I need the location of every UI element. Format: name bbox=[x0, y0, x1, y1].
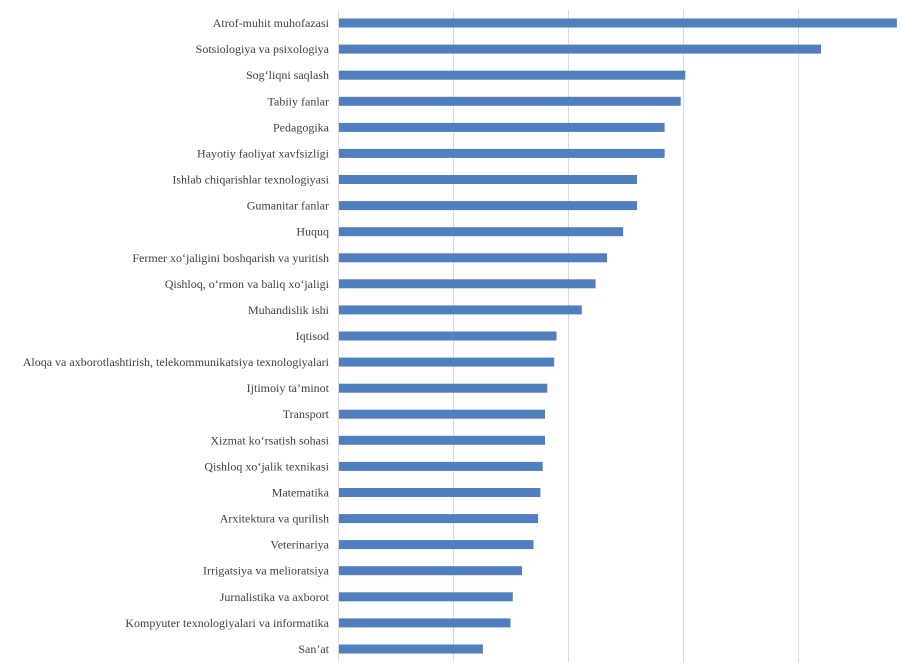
category-label: Arxitektura va qurilish bbox=[220, 512, 329, 526]
category-label: Iqtisod bbox=[296, 329, 329, 343]
category-label: Kompyuter texnologiyalari va informatika bbox=[125, 616, 329, 630]
category-labels: Atrof-muhit muhofazasi Sotsiologiya va ps… bbox=[23, 16, 330, 656]
category-label: Ijtimoiy ta’minot bbox=[247, 381, 330, 395]
bar bbox=[339, 253, 608, 263]
gridlines bbox=[338, 10, 799, 662]
category-label: Ishlab chiqarishlar texnologiyasi bbox=[172, 173, 329, 187]
bar bbox=[339, 540, 534, 550]
bar bbox=[339, 357, 555, 367]
bar bbox=[339, 409, 545, 419]
bar bbox=[339, 18, 897, 28]
category-label: Pedagogika bbox=[273, 120, 330, 134]
bar bbox=[339, 44, 821, 54]
bar bbox=[339, 488, 541, 497]
category-label: Sotsiologiya va psixologiya bbox=[196, 42, 330, 56]
bar bbox=[339, 644, 483, 654]
category-label: Jurnalistika va axborot bbox=[220, 590, 330, 604]
category-label: Muhandislik ishi bbox=[248, 303, 330, 317]
bar bbox=[339, 70, 686, 80]
bar bbox=[339, 122, 665, 132]
category-label: Sog‘liqni saqlash bbox=[246, 68, 329, 82]
category-label: Veterinariya bbox=[270, 538, 329, 552]
category-label: Xizmat ko‘rsatish sohasi bbox=[210, 433, 329, 447]
bar bbox=[339, 305, 582, 315]
bar bbox=[339, 148, 665, 158]
category-label: San’at bbox=[298, 642, 329, 656]
category-label: Matematika bbox=[272, 486, 330, 500]
bar bbox=[339, 618, 511, 628]
bar bbox=[339, 461, 543, 471]
bars bbox=[339, 18, 897, 654]
bar bbox=[339, 514, 539, 524]
category-label: Qishloq, o‘rmon va baliq xo‘jaligi bbox=[165, 277, 330, 291]
bar bbox=[339, 175, 637, 184]
category-label: Fermer xo‘jaligini boshqarish va yuritis… bbox=[132, 251, 329, 265]
category-label: Aloqa va axborotlashtirish, telekommunik… bbox=[23, 355, 330, 369]
bar bbox=[339, 331, 557, 341]
bar bbox=[339, 279, 596, 289]
category-label: Tabiiy fanlar bbox=[268, 94, 329, 108]
category-label: Transport bbox=[283, 407, 330, 421]
category-label: Hayotiy faoliyat xavfsizligi bbox=[197, 146, 330, 160]
category-label: Huquq bbox=[296, 225, 329, 239]
category-label: Gumanitar fanlar bbox=[247, 199, 329, 213]
category-label: Irrigatsiya va melioratsiya bbox=[203, 564, 330, 578]
category-label: Qishloq xo‘jalik texnikasi bbox=[204, 459, 329, 473]
bar bbox=[339, 566, 522, 576]
bar bbox=[339, 592, 513, 602]
bar bbox=[339, 383, 548, 393]
bar bbox=[339, 227, 624, 237]
bar bbox=[339, 435, 545, 445]
category-label: Atrof-muhit muhofazasi bbox=[213, 16, 330, 30]
bar bbox=[339, 201, 637, 211]
bar bbox=[339, 96, 681, 106]
